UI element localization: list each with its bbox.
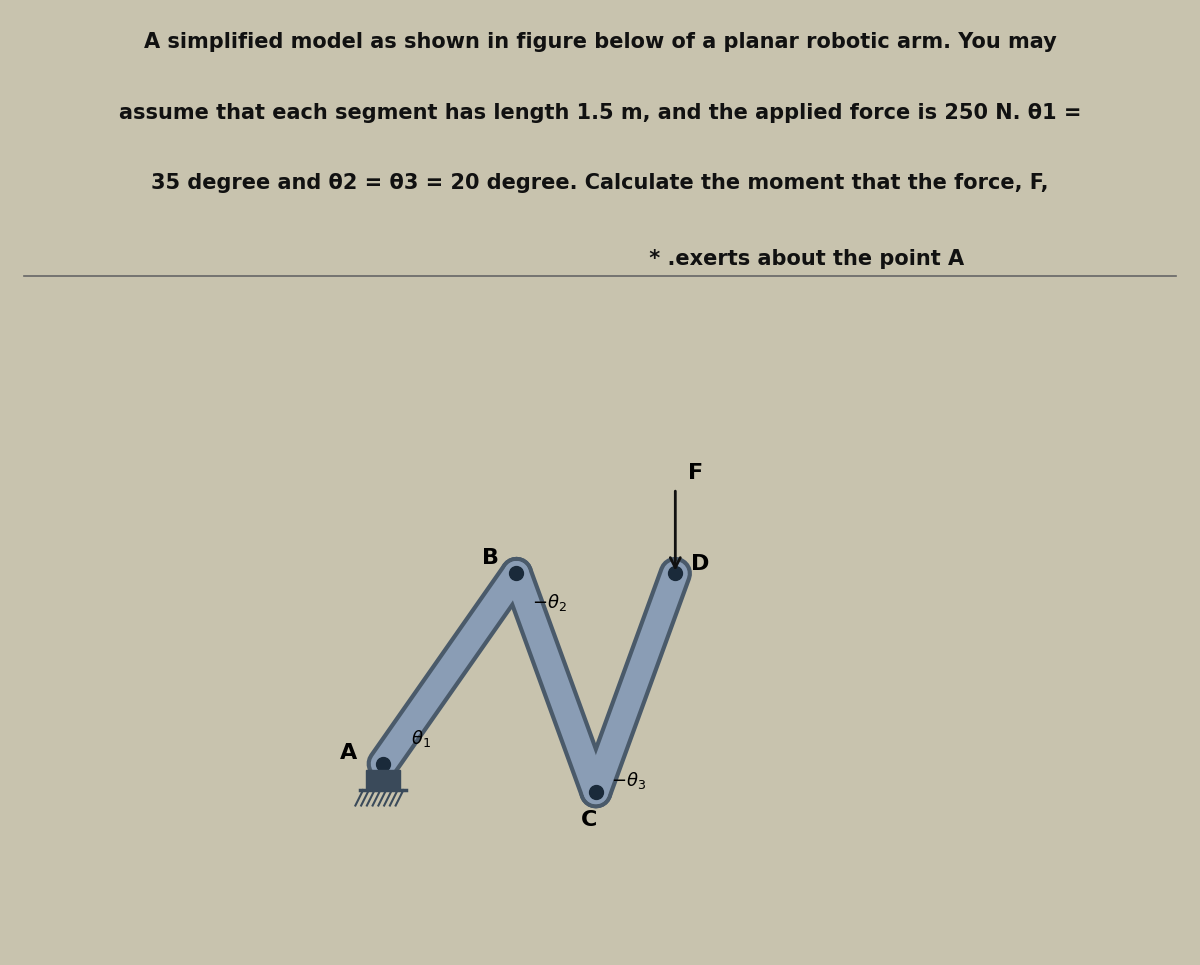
Text: $-\theta_3$: $-\theta_3$ [611, 769, 647, 790]
Text: 35 degree and θ2 = θ3 = 20 degree. Calculate the moment that the force, F,: 35 degree and θ2 = θ3 = 20 degree. Calcu… [151, 173, 1049, 193]
Text: C: C [581, 810, 596, 830]
Text: A: A [340, 743, 356, 763]
Text: B: B [482, 548, 499, 568]
Text: D: D [691, 555, 709, 574]
Text: * .exerts about the point A: * .exerts about the point A [236, 249, 964, 268]
Text: assume that each segment has length 1.5 m, and the applied force is 250 N. θ1 =: assume that each segment has length 1.5 … [119, 102, 1081, 123]
Text: F: F [688, 463, 703, 483]
Text: A simplified model as shown in figure below of a planar robotic arm. You may: A simplified model as shown in figure be… [144, 33, 1056, 52]
Text: $\theta_1$: $\theta_1$ [412, 728, 431, 749]
Bar [366, 770, 401, 790]
Text: $-\theta_2$: $-\theta_2$ [532, 592, 566, 613]
